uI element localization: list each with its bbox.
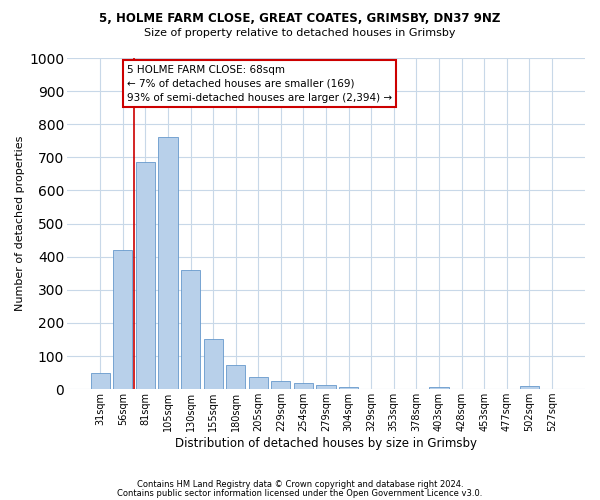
Bar bbox=[316, 385, 335, 389]
Bar bbox=[113, 250, 133, 389]
Text: Size of property relative to detached houses in Grimsby: Size of property relative to detached ho… bbox=[144, 28, 456, 38]
Bar bbox=[430, 387, 449, 389]
Bar bbox=[136, 162, 155, 389]
Y-axis label: Number of detached properties: Number of detached properties bbox=[15, 136, 25, 312]
Bar bbox=[158, 138, 178, 389]
Text: 5 HOLME FARM CLOSE: 68sqm
← 7% of detached houses are smaller (169)
93% of semi-: 5 HOLME FARM CLOSE: 68sqm ← 7% of detach… bbox=[127, 64, 392, 102]
Bar bbox=[520, 386, 539, 389]
Bar bbox=[181, 270, 200, 389]
Bar bbox=[91, 372, 110, 389]
Text: Contains public sector information licensed under the Open Government Licence v3: Contains public sector information licen… bbox=[118, 489, 482, 498]
Text: Contains HM Land Registry data © Crown copyright and database right 2024.: Contains HM Land Registry data © Crown c… bbox=[137, 480, 463, 489]
Bar bbox=[248, 376, 268, 389]
Bar bbox=[226, 366, 245, 389]
Bar bbox=[294, 383, 313, 389]
Bar bbox=[339, 386, 358, 389]
X-axis label: Distribution of detached houses by size in Grimsby: Distribution of detached houses by size … bbox=[175, 437, 477, 450]
Text: 5, HOLME FARM CLOSE, GREAT COATES, GRIMSBY, DN37 9NZ: 5, HOLME FARM CLOSE, GREAT COATES, GRIMS… bbox=[100, 12, 500, 26]
Bar bbox=[203, 340, 223, 389]
Bar bbox=[271, 381, 290, 389]
